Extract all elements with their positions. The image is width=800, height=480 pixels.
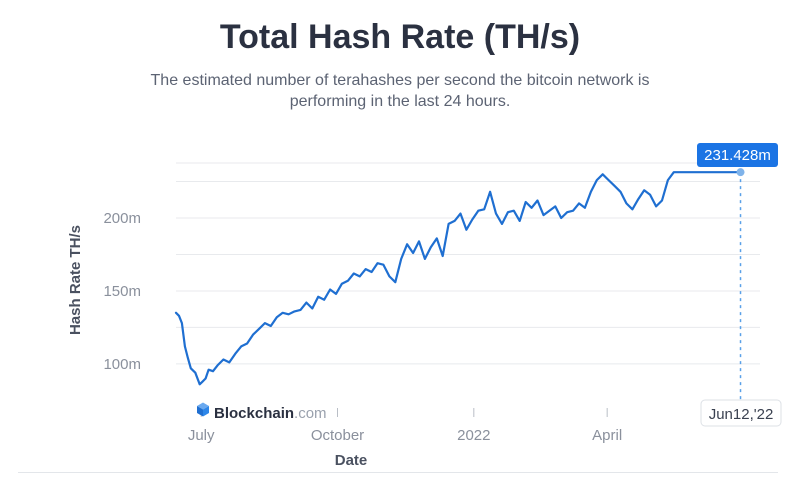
date-tooltip: Jun12,'22 xyxy=(700,399,782,427)
chart-title: Total Hash Rate (TH/s) xyxy=(219,18,581,56)
y-axis-label: Hash Rate TH/s xyxy=(67,225,84,335)
watermark-text: Blockchain.com xyxy=(214,405,327,422)
x-tick-label: July xyxy=(188,427,215,444)
date-tooltip-box xyxy=(700,399,782,427)
grid-layer xyxy=(176,162,760,365)
marker-dot[interactable] xyxy=(736,168,745,177)
y-tick-label: 100m xyxy=(103,356,141,373)
x-tick-label: 2022 xyxy=(457,427,490,444)
series-line-hash-rate xyxy=(174,171,742,386)
value-tooltip: 231.428m xyxy=(697,143,778,167)
x-tick-label: October xyxy=(311,427,364,444)
date-tooltip-label: Jun12,'22 xyxy=(709,406,774,423)
chart-subtitle: The estimated number of terahashes per s… xyxy=(150,72,650,110)
blockchain-logo-icon xyxy=(197,402,209,417)
x-tick-label: April xyxy=(592,427,622,444)
blockchain-watermark: Blockchain.com xyxy=(197,402,327,422)
value-tooltip-label: 231.428m xyxy=(704,147,771,164)
y-axis-ticks: 100m 150m 200m xyxy=(103,210,141,373)
y-tick-label: 150m xyxy=(103,283,141,300)
y-tick-label: 200m xyxy=(103,210,141,227)
value-tooltip-box xyxy=(697,143,778,167)
x-axis-label: Date xyxy=(335,452,368,469)
divider xyxy=(18,472,778,473)
